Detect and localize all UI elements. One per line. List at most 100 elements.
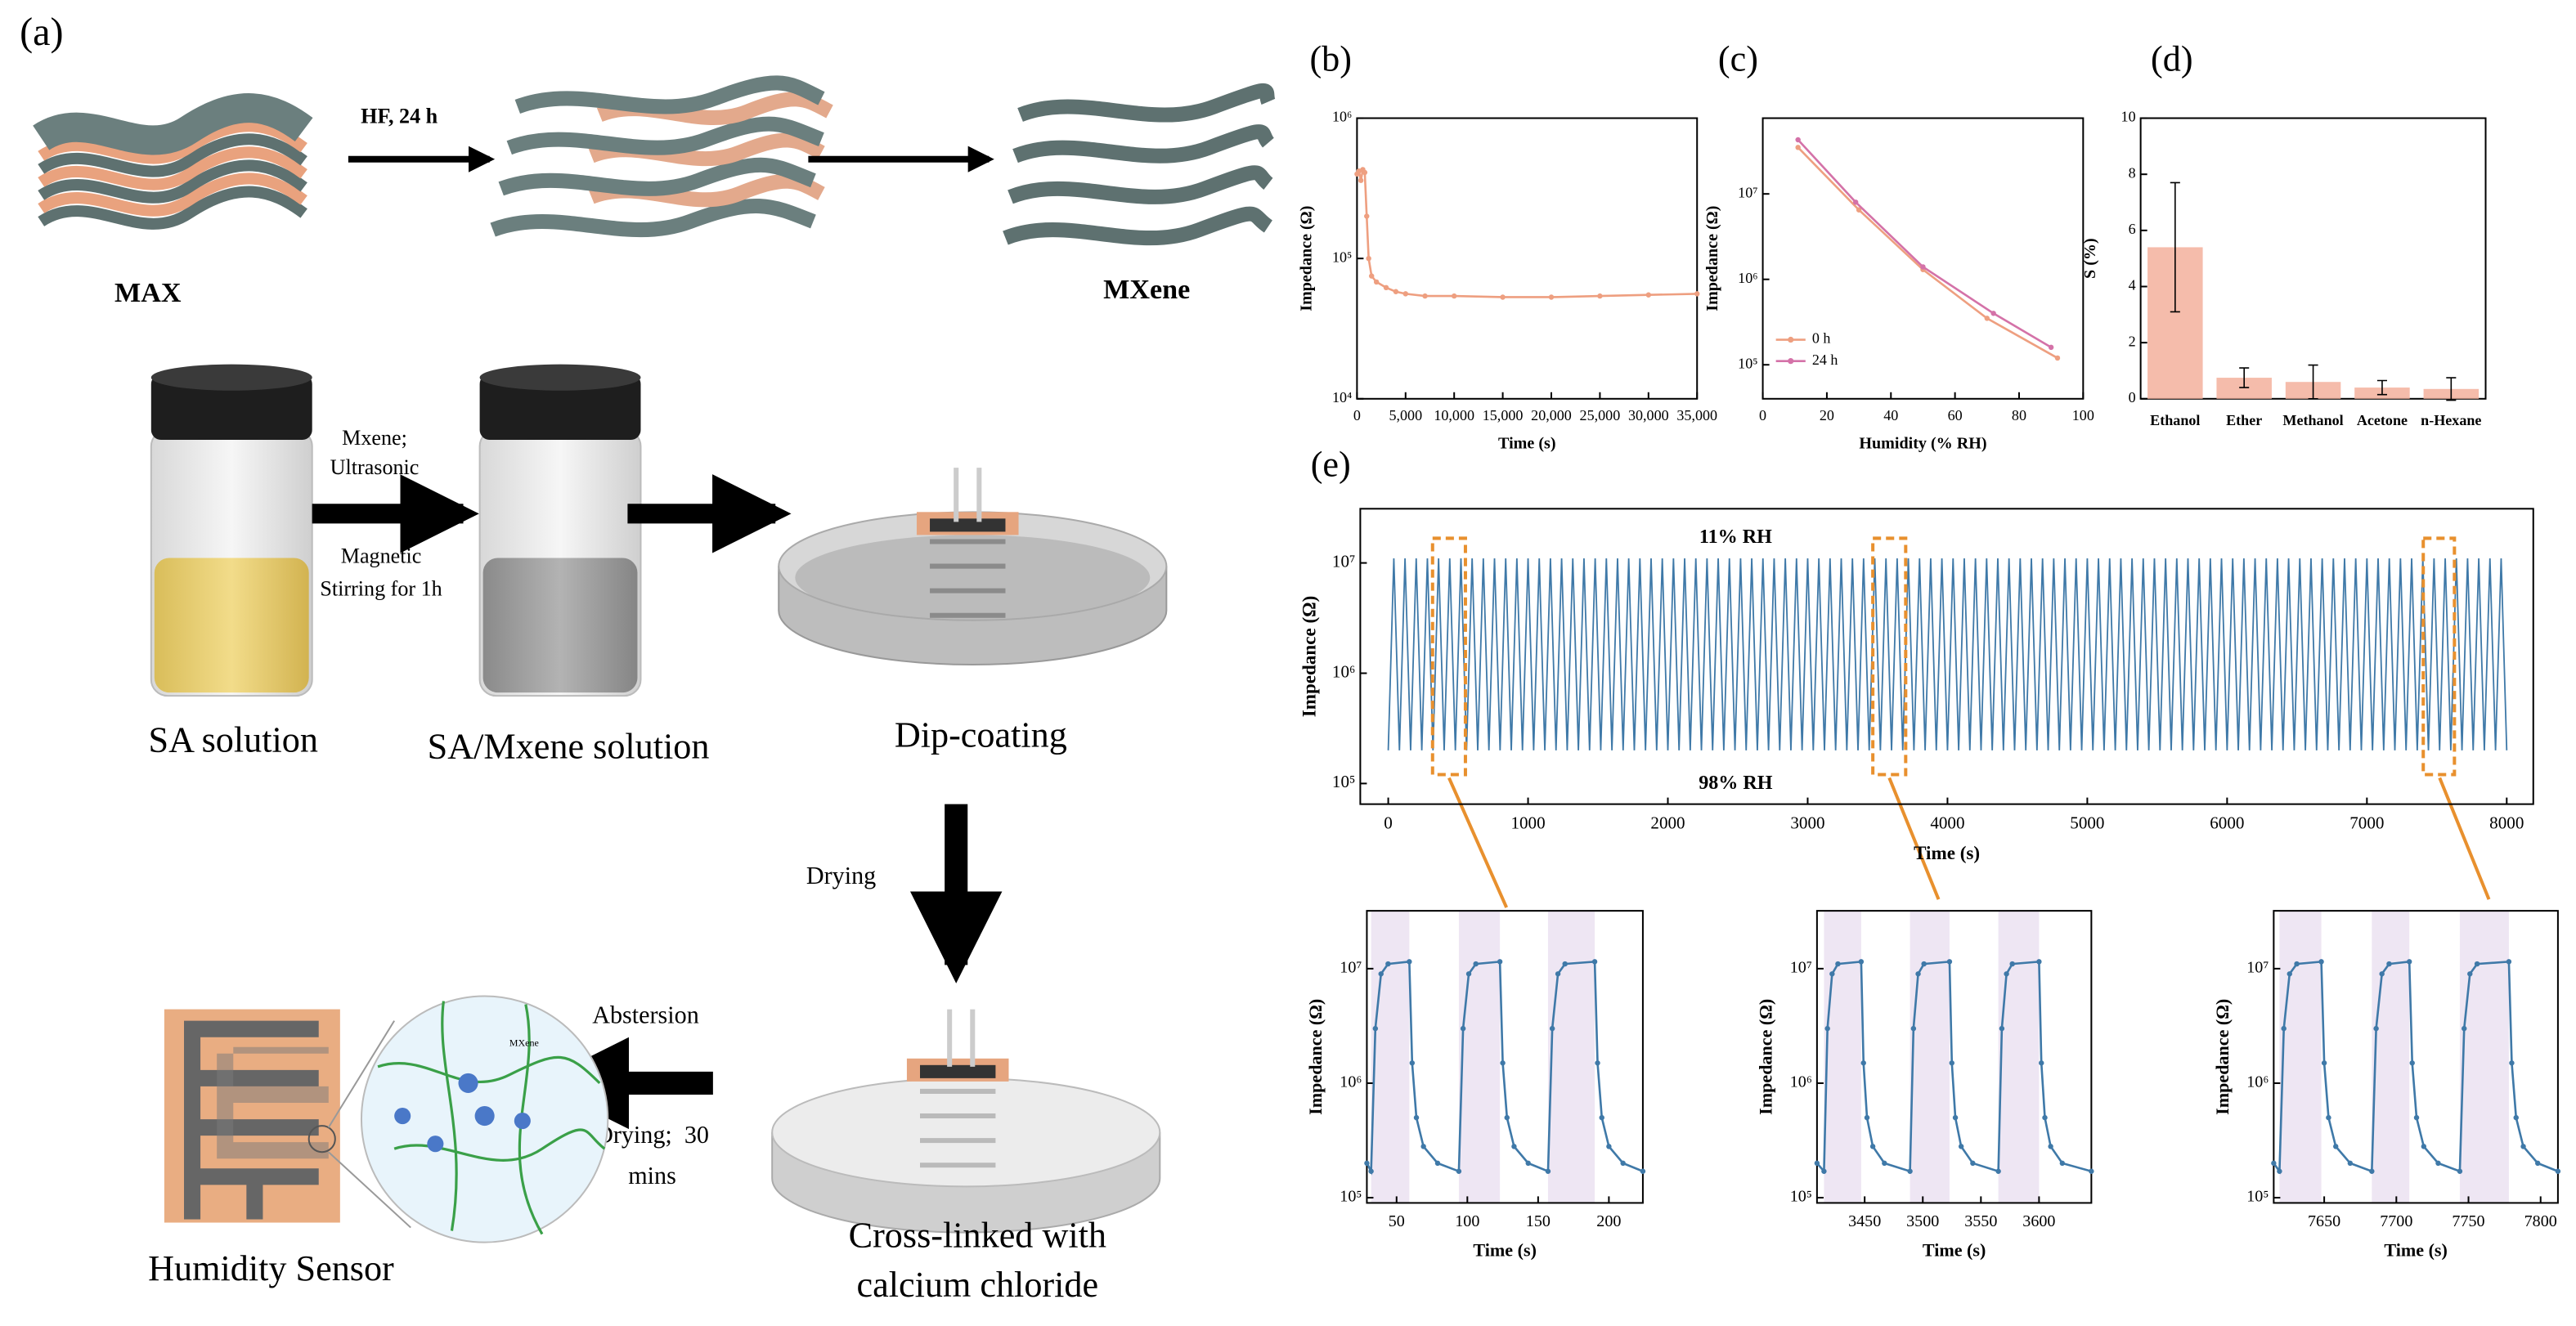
data-point: [2054, 355, 2061, 361]
data-point: [2039, 1060, 2044, 1066]
data-point: [1640, 1168, 1646, 1174]
data-point: [2406, 959, 2412, 965]
data-point: [2318, 959, 2324, 965]
x-tick-label: 1000: [1510, 813, 1545, 833]
data-point: [1504, 1114, 1510, 1121]
plot-frame: [1356, 117, 1699, 400]
x-tick-label: 7650: [2308, 1212, 2340, 1230]
data-point: [1970, 1160, 1976, 1167]
x-tick-label: 0: [1384, 813, 1393, 833]
data-point: [2435, 1160, 2441, 1167]
data-point: [1835, 961, 1841, 967]
y-tick-label: 10⁷: [1790, 958, 1812, 976]
y-tick-label: 10⁶: [2246, 1073, 2269, 1091]
data-point: [2059, 1160, 2066, 1167]
x-tick-label: 150: [1526, 1212, 1551, 1230]
y-tick-label: 8: [2129, 164, 2136, 181]
y-tick-label: 4: [2129, 277, 2136, 293]
x-tick-label: 40: [1883, 407, 1898, 423]
shaded-span: [1458, 911, 1501, 1203]
data-point: [1990, 311, 1996, 316]
data-point: [2506, 959, 2512, 965]
data-point: [1595, 1060, 1600, 1066]
data-point: [1364, 213, 1370, 219]
data-point: [2321, 1060, 2327, 1066]
data-line: [1356, 167, 1698, 298]
x-tick-label: 15,000: [1483, 407, 1524, 423]
material-label: MAX: [114, 278, 182, 308]
step-label: calcium chloride: [857, 1265, 1099, 1305]
data-point: [1869, 1144, 1876, 1149]
data-point: [1385, 961, 1391, 967]
data-point: [1460, 1025, 1466, 1032]
x-tick-label: 7800: [2524, 1212, 2557, 1230]
data-point: [2457, 1168, 2463, 1174]
data-point: [2326, 1114, 2331, 1121]
data-point: [2421, 1144, 2427, 1149]
y-tick-label: 10⁶: [1738, 270, 1757, 286]
data-point: [1882, 1160, 1887, 1167]
panel-label: (e): [1311, 444, 1351, 484]
panel-label: (b): [1309, 38, 1352, 78]
data-point: [1795, 137, 1801, 143]
data-point: [1856, 207, 1862, 213]
x-tick-label: 3500: [1906, 1212, 1939, 1230]
x-axis-label: Humidity (% RH): [1859, 435, 1986, 453]
y-tick-label: 10⁷: [1340, 958, 1362, 976]
x-tick-label: n-Hexane: [2421, 412, 2481, 428]
x-tick-label: 3450: [1848, 1212, 1881, 1230]
data-point: [1694, 291, 1700, 297]
data-point: [2413, 1114, 2420, 1121]
x-tick-label: Methanol: [2282, 412, 2343, 428]
data-point: [1366, 255, 1371, 262]
data-point: [2333, 1144, 2339, 1149]
data-point: [1358, 177, 1364, 183]
data-point: [1422, 293, 1428, 299]
data-point: [1920, 264, 1926, 270]
step-label: Drying: [806, 862, 876, 889]
data-point: [1599, 1114, 1604, 1121]
shaded-span: [1998, 911, 2040, 1203]
vial: [478, 364, 642, 697]
data-point: [1409, 1060, 1416, 1066]
data-point: [1413, 1114, 1420, 1121]
x-axis-label: Time (s): [1923, 1240, 1986, 1261]
x-tick-label: 200: [1596, 1212, 1621, 1230]
shaded-span: [1547, 911, 1595, 1203]
x-tick-label: 50: [1389, 1212, 1405, 1230]
material-label: MXene: [1103, 275, 1190, 305]
y-tick-label: 10⁵: [1332, 249, 1352, 265]
data-point: [2294, 961, 2300, 967]
y-tick-label: 10⁵: [2246, 1188, 2269, 1206]
circle-label: MXene: [509, 1037, 539, 1048]
data-point: [1952, 1114, 1959, 1121]
x-tick-label: 3600: [2022, 1212, 2055, 1230]
data-point: [1500, 1060, 1506, 1066]
x-axis-label: Time (s): [1914, 842, 1980, 863]
step-label: HF, 24 h: [361, 105, 438, 128]
data-point: [1497, 959, 1503, 965]
data-point: [1500, 294, 1506, 300]
step-label: Humidity Sensor: [148, 1248, 394, 1288]
x-axis-label: Time (s): [1498, 435, 1555, 453]
shaded-span: [2459, 911, 2509, 1203]
x-axis-label: Time (s): [1473, 1240, 1536, 1261]
x-tick-label: 60: [1948, 407, 1963, 423]
data-point: [2048, 1144, 2053, 1149]
data-point: [2281, 1025, 2287, 1032]
data-point: [1921, 961, 1927, 967]
dish: [771, 1009, 1161, 1234]
y-tick-label: 6: [2129, 221, 2136, 237]
panel-label: (c): [1718, 38, 1758, 78]
connectors: [1447, 777, 2491, 908]
step-label: Dip-coating: [895, 715, 1067, 755]
highlight-box: [1430, 536, 1467, 777]
data-point: [1999, 1025, 2005, 1032]
data-point: [1864, 1114, 1870, 1121]
data-point: [2036, 959, 2042, 965]
x-tick-label: 20,000: [1531, 407, 1572, 423]
legend-marker: [1788, 336, 1794, 343]
data-point: [1451, 293, 1457, 299]
